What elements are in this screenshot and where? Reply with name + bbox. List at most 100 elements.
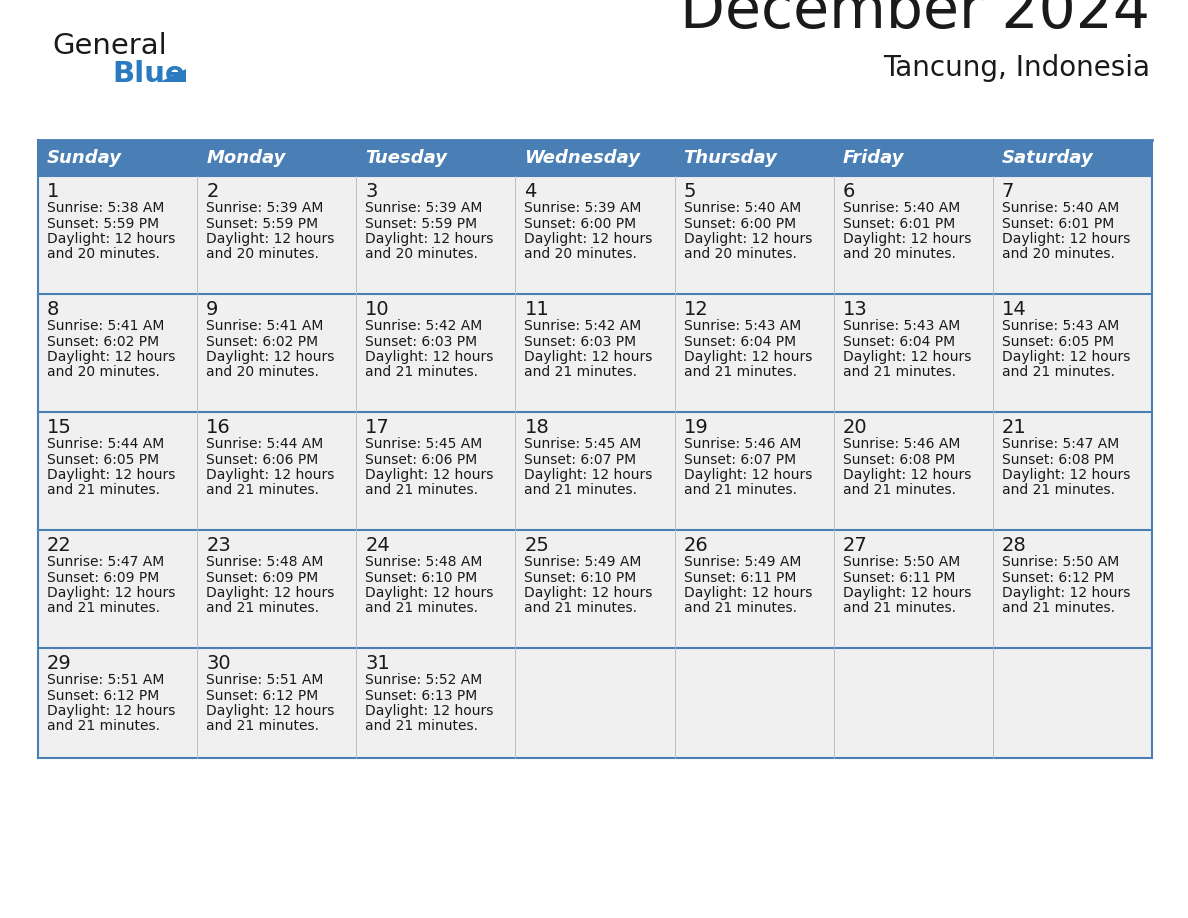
Bar bbox=[197, 294, 356, 412]
Text: 24: 24 bbox=[365, 536, 390, 555]
Text: Sunset: 6:07 PM: Sunset: 6:07 PM bbox=[524, 453, 637, 466]
Text: Blue: Blue bbox=[112, 60, 185, 88]
Text: 9: 9 bbox=[207, 300, 219, 319]
Text: 8: 8 bbox=[48, 300, 59, 319]
Text: and 20 minutes.: and 20 minutes. bbox=[48, 248, 160, 262]
Text: Sunrise: 5:44 AM: Sunrise: 5:44 AM bbox=[207, 437, 323, 451]
Text: Saturday: Saturday bbox=[1001, 149, 1094, 167]
Text: and 21 minutes.: and 21 minutes. bbox=[683, 365, 797, 379]
Text: Daylight: 12 hours: Daylight: 12 hours bbox=[48, 350, 176, 364]
Text: Daylight: 12 hours: Daylight: 12 hours bbox=[365, 586, 494, 600]
Text: 29: 29 bbox=[48, 654, 71, 673]
Bar bbox=[834, 648, 993, 758]
Text: Daylight: 12 hours: Daylight: 12 hours bbox=[842, 586, 971, 600]
Text: 16: 16 bbox=[207, 418, 230, 437]
Text: Daylight: 12 hours: Daylight: 12 hours bbox=[207, 586, 335, 600]
Text: Sunrise: 5:49 AM: Sunrise: 5:49 AM bbox=[524, 555, 642, 569]
Text: Friday: Friday bbox=[842, 149, 904, 167]
Text: Sunset: 6:12 PM: Sunset: 6:12 PM bbox=[1001, 570, 1114, 585]
Text: Daylight: 12 hours: Daylight: 12 hours bbox=[48, 232, 176, 246]
Bar bbox=[197, 140, 356, 176]
Text: 13: 13 bbox=[842, 300, 867, 319]
Text: and 21 minutes.: and 21 minutes. bbox=[842, 484, 955, 498]
Text: 20: 20 bbox=[842, 418, 867, 437]
Bar bbox=[516, 294, 675, 412]
Text: and 20 minutes.: and 20 minutes. bbox=[683, 248, 796, 262]
Bar bbox=[38, 530, 197, 648]
Text: Sunrise: 5:42 AM: Sunrise: 5:42 AM bbox=[365, 319, 482, 333]
Bar bbox=[356, 176, 516, 294]
Text: Sunset: 6:00 PM: Sunset: 6:00 PM bbox=[524, 217, 637, 230]
Text: December 2024: December 2024 bbox=[680, 0, 1150, 40]
Text: Sunset: 6:06 PM: Sunset: 6:06 PM bbox=[207, 453, 318, 466]
Text: 12: 12 bbox=[683, 300, 708, 319]
Text: Sunset: 6:03 PM: Sunset: 6:03 PM bbox=[365, 334, 478, 349]
Bar bbox=[834, 176, 993, 294]
Text: 2: 2 bbox=[207, 182, 219, 201]
Text: Daylight: 12 hours: Daylight: 12 hours bbox=[524, 232, 652, 246]
Text: and 20 minutes.: and 20 minutes. bbox=[207, 365, 320, 379]
Text: Daylight: 12 hours: Daylight: 12 hours bbox=[524, 350, 652, 364]
Text: Sunset: 6:00 PM: Sunset: 6:00 PM bbox=[683, 217, 796, 230]
Bar bbox=[993, 412, 1152, 530]
Text: and 21 minutes.: and 21 minutes. bbox=[1001, 365, 1114, 379]
Text: Wednesday: Wednesday bbox=[524, 149, 640, 167]
Text: and 20 minutes.: and 20 minutes. bbox=[365, 248, 478, 262]
Text: and 20 minutes.: and 20 minutes. bbox=[48, 365, 160, 379]
Text: Sunset: 6:09 PM: Sunset: 6:09 PM bbox=[48, 570, 159, 585]
Text: Daylight: 12 hours: Daylight: 12 hours bbox=[524, 586, 652, 600]
Bar bbox=[197, 648, 356, 758]
Text: and 20 minutes.: and 20 minutes. bbox=[842, 248, 955, 262]
Text: 26: 26 bbox=[683, 536, 708, 555]
Text: and 21 minutes.: and 21 minutes. bbox=[1001, 601, 1114, 615]
Text: Daylight: 12 hours: Daylight: 12 hours bbox=[842, 350, 971, 364]
Text: Daylight: 12 hours: Daylight: 12 hours bbox=[48, 586, 176, 600]
Text: Daylight: 12 hours: Daylight: 12 hours bbox=[365, 468, 494, 482]
Text: and 21 minutes.: and 21 minutes. bbox=[683, 601, 797, 615]
Text: Sunset: 6:04 PM: Sunset: 6:04 PM bbox=[842, 334, 955, 349]
Text: and 20 minutes.: and 20 minutes. bbox=[207, 248, 320, 262]
Bar bbox=[356, 294, 516, 412]
Bar bbox=[834, 530, 993, 648]
Text: Sunset: 6:05 PM: Sunset: 6:05 PM bbox=[48, 453, 159, 466]
Text: 11: 11 bbox=[524, 300, 549, 319]
Text: 6: 6 bbox=[842, 182, 855, 201]
Text: Sunrise: 5:47 AM: Sunrise: 5:47 AM bbox=[1001, 437, 1119, 451]
Bar bbox=[834, 412, 993, 530]
Bar bbox=[675, 176, 834, 294]
Text: Tuesday: Tuesday bbox=[365, 149, 448, 167]
Text: Sunrise: 5:40 AM: Sunrise: 5:40 AM bbox=[1001, 201, 1119, 215]
Text: Sunrise: 5:43 AM: Sunrise: 5:43 AM bbox=[842, 319, 960, 333]
Bar bbox=[197, 412, 356, 530]
Text: Sunset: 6:06 PM: Sunset: 6:06 PM bbox=[365, 453, 478, 466]
Text: 3: 3 bbox=[365, 182, 378, 201]
Text: Sunrise: 5:38 AM: Sunrise: 5:38 AM bbox=[48, 201, 164, 215]
Text: Daylight: 12 hours: Daylight: 12 hours bbox=[207, 350, 335, 364]
Text: Tancung, Indonesia: Tancung, Indonesia bbox=[883, 54, 1150, 82]
Text: Daylight: 12 hours: Daylight: 12 hours bbox=[524, 468, 652, 482]
Text: Sunrise: 5:43 AM: Sunrise: 5:43 AM bbox=[1001, 319, 1119, 333]
Text: Daylight: 12 hours: Daylight: 12 hours bbox=[48, 468, 176, 482]
Text: Daylight: 12 hours: Daylight: 12 hours bbox=[365, 350, 494, 364]
Text: 1: 1 bbox=[48, 182, 59, 201]
Text: Sunset: 6:08 PM: Sunset: 6:08 PM bbox=[842, 453, 955, 466]
Text: 28: 28 bbox=[1001, 536, 1026, 555]
Text: Sunset: 6:07 PM: Sunset: 6:07 PM bbox=[683, 453, 796, 466]
Text: Sunset: 5:59 PM: Sunset: 5:59 PM bbox=[365, 217, 478, 230]
Text: Thursday: Thursday bbox=[683, 149, 777, 167]
Text: Sunrise: 5:39 AM: Sunrise: 5:39 AM bbox=[524, 201, 642, 215]
Text: 14: 14 bbox=[1001, 300, 1026, 319]
Bar bbox=[356, 140, 516, 176]
Text: Sunset: 5:59 PM: Sunset: 5:59 PM bbox=[48, 217, 159, 230]
Text: 19: 19 bbox=[683, 418, 708, 437]
Bar bbox=[993, 140, 1152, 176]
Text: and 21 minutes.: and 21 minutes. bbox=[524, 365, 638, 379]
Bar bbox=[516, 530, 675, 648]
Text: Sunset: 6:09 PM: Sunset: 6:09 PM bbox=[207, 570, 318, 585]
Text: 7: 7 bbox=[1001, 182, 1015, 201]
Text: 18: 18 bbox=[524, 418, 549, 437]
Bar bbox=[675, 412, 834, 530]
Text: Sunrise: 5:50 AM: Sunrise: 5:50 AM bbox=[842, 555, 960, 569]
Text: Daylight: 12 hours: Daylight: 12 hours bbox=[1001, 468, 1130, 482]
Text: Sunset: 6:08 PM: Sunset: 6:08 PM bbox=[1001, 453, 1114, 466]
